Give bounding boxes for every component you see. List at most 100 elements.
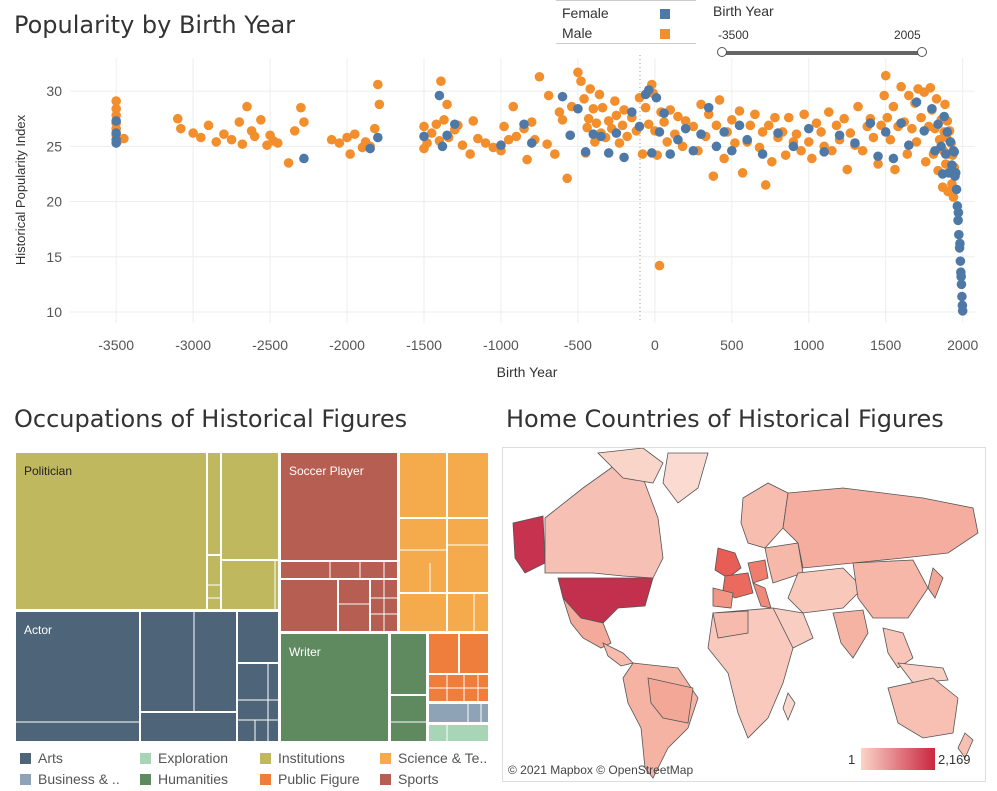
scatter-point-male[interactable] — [902, 149, 913, 159]
treemap-business[interactable] — [429, 704, 488, 722]
scatter-point-female[interactable] — [557, 91, 568, 102]
scatter-point-female[interactable] — [519, 119, 529, 130]
scatter-point-male[interactable] — [579, 94, 589, 104]
scatter-point-male[interactable] — [696, 99, 706, 110]
scatter-point-female[interactable] — [634, 121, 645, 132]
scatter-point-male[interactable] — [911, 137, 922, 147]
treemap-arts[interactable] — [16, 612, 278, 741]
scatter-point-male[interactable] — [853, 101, 863, 112]
scatter-point-male[interactable] — [211, 137, 222, 147]
scatter-point-female[interactable] — [111, 138, 121, 148]
scatter-point-female[interactable] — [957, 306, 968, 316]
scatter-point-female[interactable] — [954, 229, 964, 240]
scatter-point-male[interactable] — [640, 102, 651, 113]
scatter-point-male[interactable] — [503, 134, 514, 145]
scatter-point-male[interactable] — [920, 156, 931, 167]
scatter-point-male[interactable] — [611, 110, 622, 121]
scatter-point-male[interactable] — [256, 115, 266, 125]
scatter-point-male[interactable] — [554, 107, 565, 117]
scatter-point-male[interactable] — [770, 112, 780, 123]
scatter-point-male[interactable] — [585, 84, 596, 94]
tile-actor[interactable] — [16, 612, 278, 741]
scatter-point-male[interactable] — [783, 112, 794, 123]
scatter-point-female[interactable] — [588, 129, 599, 139]
scatter-point-male[interactable] — [654, 260, 665, 271]
country-north-africa[interactable] — [712, 610, 749, 639]
scatter-point-male[interactable] — [473, 133, 483, 144]
scatter-point-female[interactable] — [734, 120, 745, 131]
scatter-point-male[interactable] — [289, 126, 300, 136]
scatter-point-male[interactable] — [542, 139, 552, 149]
scatter-point-male[interactable] — [488, 142, 499, 153]
scatter-point-male[interactable] — [890, 164, 900, 175]
scatter-point-male[interactable] — [659, 117, 669, 127]
legend-item-female[interactable]: Female — [562, 5, 609, 21]
scatter-point-male[interactable] — [111, 96, 121, 106]
scatter-point-female[interactable] — [703, 102, 714, 113]
scatter-point-male[interactable] — [283, 158, 294, 168]
legend-business[interactable]: Business & .. — [20, 771, 120, 787]
legend-sports[interactable]: Sports — [380, 771, 438, 787]
world-map-svg[interactable] — [503, 448, 986, 782]
country-russia[interactable] — [782, 487, 979, 569]
scatter-point-female[interactable] — [626, 107, 637, 117]
scatter-point-male[interactable] — [796, 145, 806, 156]
scatter-point-male[interactable] — [873, 159, 883, 169]
scatter-point-male[interactable] — [349, 129, 360, 139]
scatter-point-male[interactable] — [719, 153, 729, 164]
scatter-point-female[interactable] — [442, 130, 452, 141]
treemap-exploration[interactable] — [429, 725, 488, 741]
scatter-point-male[interactable] — [583, 113, 594, 124]
scatter-point-male[interactable] — [576, 76, 586, 86]
scatter-point-female[interactable] — [949, 147, 960, 157]
scatter-point-male[interactable] — [799, 109, 809, 120]
scatter-point-male[interactable] — [597, 102, 608, 113]
legend-public-figure[interactable]: Public Figure — [260, 771, 360, 787]
scatter-point-male[interactable] — [904, 90, 914, 101]
scatter-point-male[interactable] — [249, 131, 260, 142]
country-brazil[interactable] — [647, 677, 694, 724]
scatter-point-male[interactable] — [916, 112, 926, 123]
scatter-point-female[interactable] — [696, 129, 706, 139]
scatter-point-male[interactable] — [573, 67, 583, 78]
tile-humanities-other[interactable] — [391, 634, 426, 741]
scatter-point-female[interactable] — [565, 130, 576, 141]
scatter-plot[interactable]: -3500 -3000 -2500 -2000 -1500 -1000 -500 0 500 10… — [0, 0, 997, 390]
scatter-point-female[interactable] — [927, 103, 937, 114]
scatter-point-female[interactable] — [659, 108, 669, 119]
scatter-point-female[interactable] — [873, 151, 883, 162]
map-attribution[interactable]: © 2021 Mapbox © OpenStreetMap — [508, 763, 694, 777]
scatter-point-male[interactable] — [272, 138, 283, 148]
treemap-public-figure[interactable] — [429, 634, 488, 701]
scatter-point-female[interactable] — [727, 145, 737, 156]
legend-institutions[interactable]: Institutions — [260, 750, 345, 766]
scatter-point-female[interactable] — [673, 134, 683, 145]
tile-business[interactable] — [429, 704, 488, 722]
scatter-point-female[interactable] — [788, 141, 799, 152]
scatter-point-male[interactable] — [334, 138, 345, 148]
treemap-science[interactable] — [400, 453, 488, 631]
tile-science-technology[interactable] — [400, 453, 488, 631]
scatter-point-male[interactable] — [457, 140, 468, 151]
scatter-point-male[interactable] — [534, 71, 545, 82]
country-france[interactable] — [722, 572, 754, 599]
country-greenland[interactable] — [662, 452, 709, 504]
scatter-point-male[interactable] — [499, 121, 509, 132]
scatter-point-male[interactable] — [176, 123, 186, 134]
world-map[interactable] — [502, 447, 986, 782]
scatter-point-female[interactable] — [437, 141, 448, 152]
scatter-point-male[interactable] — [436, 76, 446, 86]
scatter-point-female[interactable] — [365, 143, 375, 154]
scatter-point-female[interactable] — [919, 126, 930, 136]
tile-soccer-player[interactable] — [281, 453, 397, 631]
scatter-point-male[interactable] — [643, 119, 654, 130]
scatter-point-female[interactable] — [680, 123, 691, 134]
scatter-point-female[interactable] — [956, 279, 967, 290]
country-italy[interactable] — [752, 582, 772, 609]
scatter-point-female[interactable] — [947, 160, 957, 170]
scatter-point-male[interactable] — [582, 122, 592, 133]
scatter-point-male[interactable] — [172, 113, 183, 124]
scatter-point-female[interactable] — [904, 140, 914, 151]
scatter-point-female[interactable] — [911, 97, 922, 107]
legend-item-male[interactable]: Male — [562, 25, 592, 41]
